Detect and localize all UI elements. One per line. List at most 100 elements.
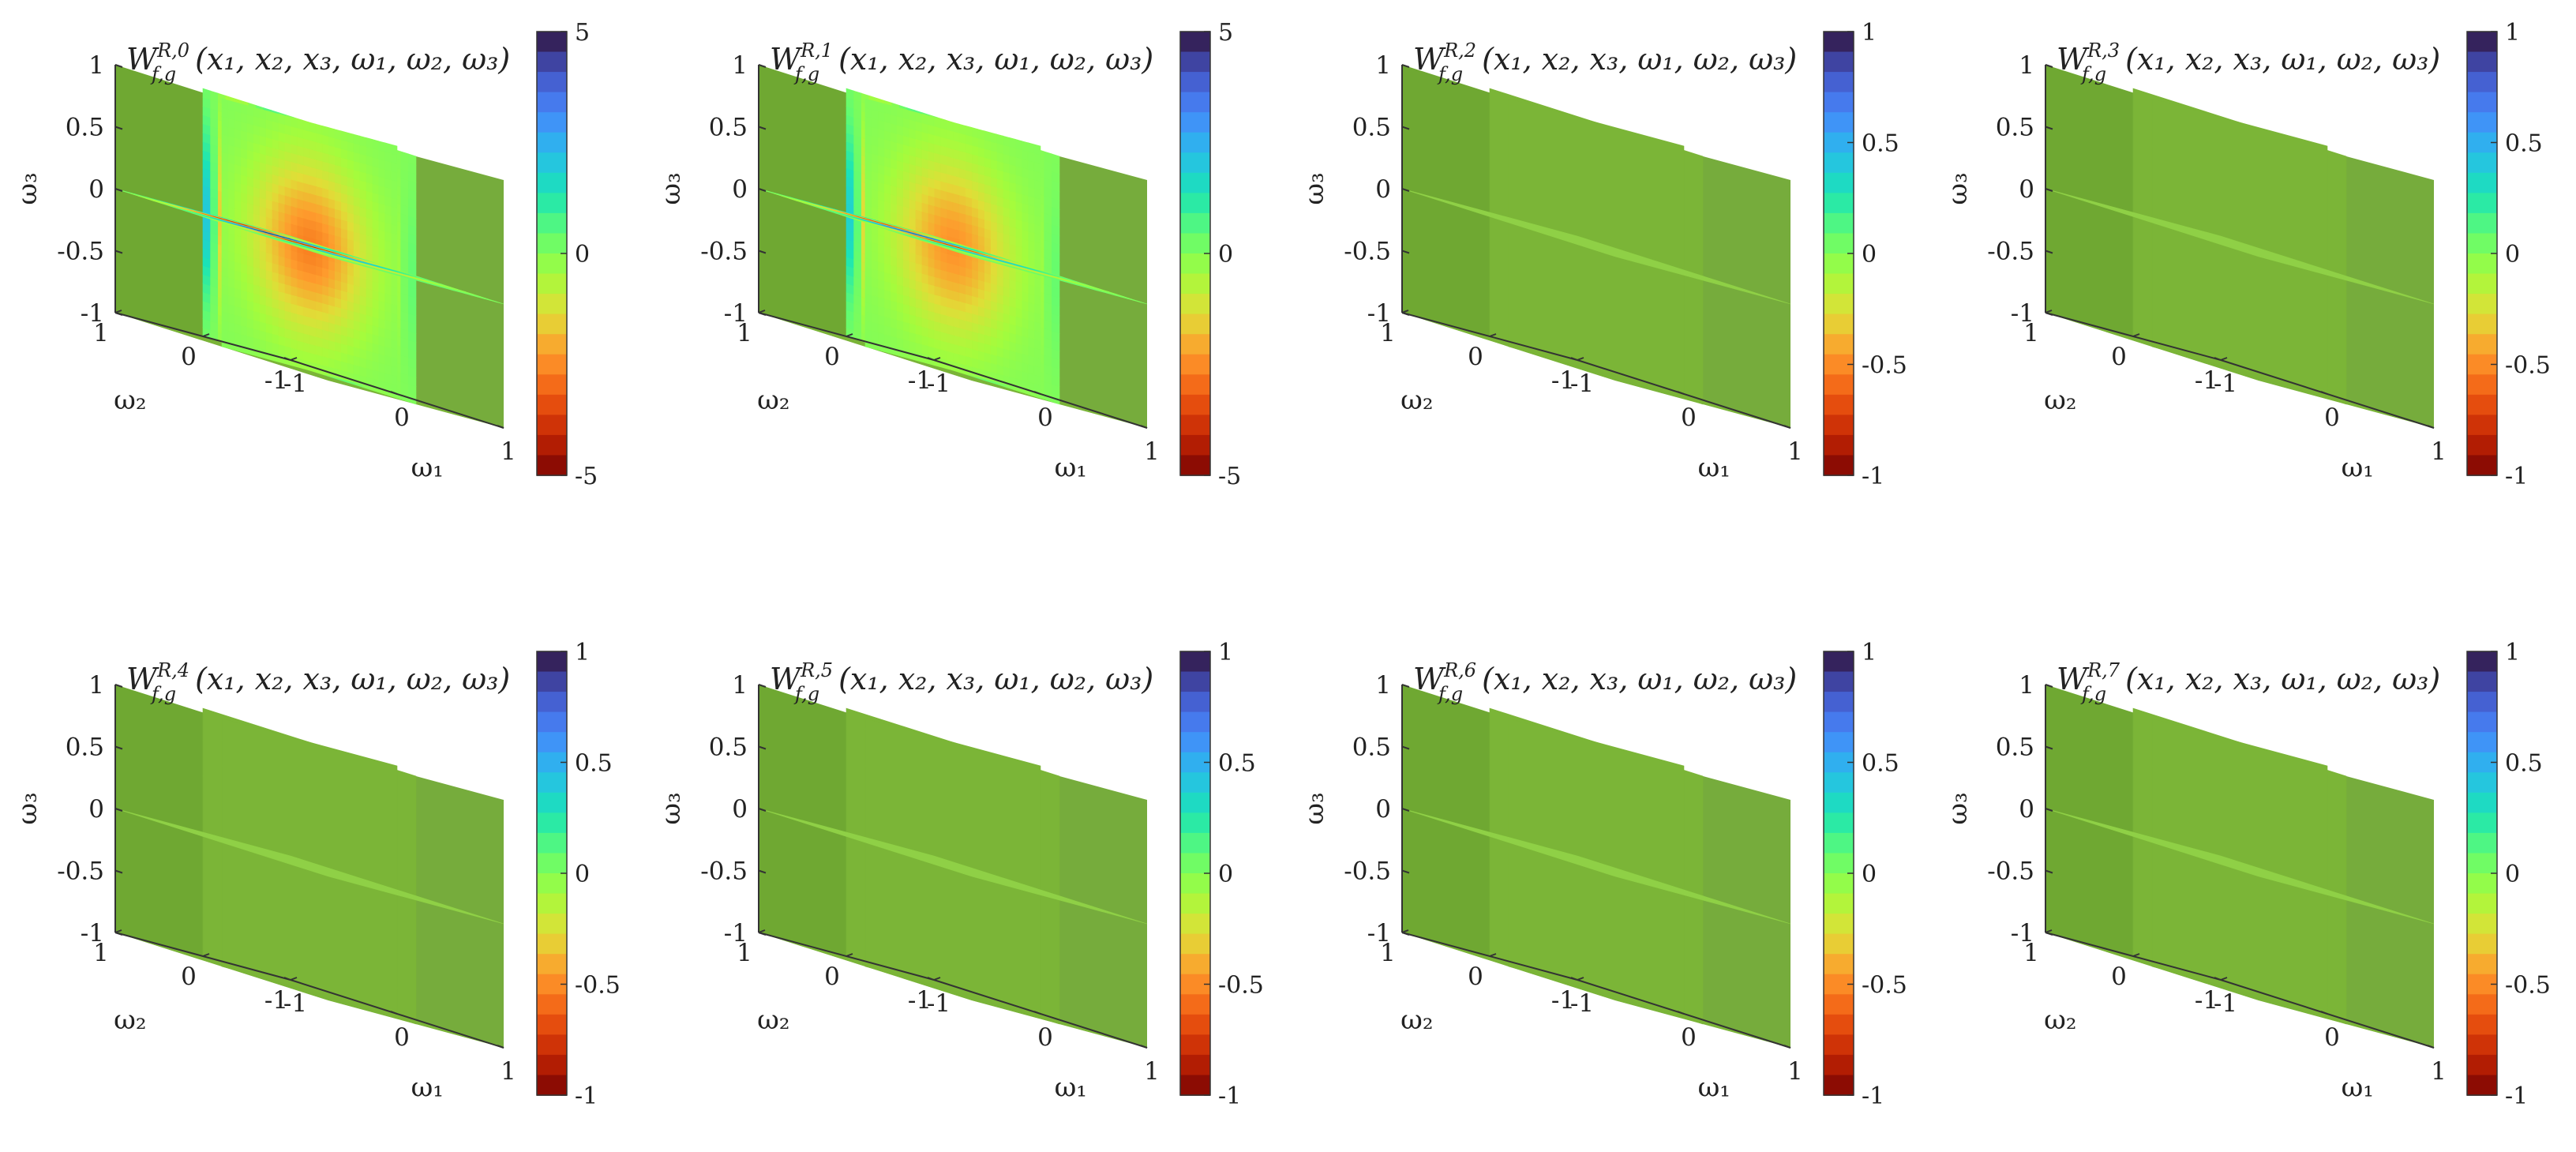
- y-tick-label: 1: [2023, 319, 2039, 347]
- colorbar-band: [537, 233, 567, 254]
- colorbar-band: [1180, 112, 1210, 133]
- colorbar-band: [1824, 152, 1854, 174]
- z-axis-label: ω₃: [1299, 172, 1330, 205]
- colorbar-band: [537, 334, 567, 355]
- slice-cell: [1003, 135, 1010, 147]
- colorbar-band: [2467, 112, 2497, 133]
- colorbar-band: [537, 72, 567, 93]
- slice-cell: [952, 122, 960, 133]
- colorbar-band: [537, 455, 567, 476]
- slice-cell: [996, 133, 1003, 145]
- colorbar-band: [1824, 72, 1854, 93]
- colorbar-band: [537, 434, 567, 456]
- slice-cell: [946, 120, 954, 132]
- colorbar-band: [1180, 455, 1210, 476]
- colorbar-band: [537, 273, 567, 295]
- y-tick-label: -1: [1551, 366, 1575, 395]
- z-tick-label: -0.5: [1987, 238, 2034, 266]
- slice-cell: [864, 98, 872, 110]
- colorbar-band: [1180, 294, 1210, 315]
- x-tick-label: 1: [501, 437, 516, 466]
- slice-cell: [915, 111, 922, 123]
- slice-cell: [278, 113, 285, 125]
- x-axis-label: ω₁: [1698, 452, 1730, 483]
- title-subscript: f,g: [150, 63, 176, 85]
- colorbar-tick-label: 0: [1862, 241, 1877, 268]
- colorbar-band: [2467, 253, 2497, 275]
- slice-cell: [965, 125, 973, 137]
- y-tick-label: 0: [181, 343, 197, 371]
- colorbar-band: [1180, 253, 1210, 275]
- z-tick-label: 0: [88, 175, 104, 204]
- slice-cell: [977, 129, 984, 141]
- x-axis-label: ω₁: [411, 452, 444, 483]
- panel-title: WR,1 f,g (x₁, x₂, x₃, ω₁, ω₂, ω₃): [770, 39, 1153, 85]
- colorbar-band: [2467, 434, 2497, 456]
- colorbar-band: [1180, 415, 1210, 436]
- y-tick-label: 0: [2111, 343, 2127, 371]
- colorbar-band: [1180, 233, 1210, 254]
- z-tick-label: -0.5: [700, 238, 748, 266]
- slice-cell: [321, 125, 329, 137]
- colorbar-band: [1824, 193, 1854, 214]
- x-tick-label: 0: [2324, 403, 2340, 432]
- colorbar-band: [2467, 193, 2497, 214]
- x-tick-label: 1: [2431, 437, 2447, 466]
- colorbar-band: [1824, 172, 1854, 194]
- colorbar-band: [537, 92, 567, 113]
- y-tick-label: -1: [2195, 366, 2218, 395]
- z-tick-label: 0: [2019, 175, 2034, 204]
- panel-title: WR,0 f,g (x₁, x₂, x₃, ω₁, ω₂, ω₃): [126, 39, 510, 85]
- y-tick-label: 0: [1468, 343, 1483, 371]
- slice-cell: [971, 127, 979, 139]
- colorbar-band: [537, 415, 567, 436]
- colorbar-band: [1180, 434, 1210, 456]
- y-tick-label: 1: [737, 319, 752, 347]
- x-axis-label: ω₁: [1055, 452, 1087, 483]
- colorbar-band: [1824, 374, 1854, 396]
- colorbar-band: [537, 294, 567, 315]
- title-subscript: f,g: [2080, 63, 2106, 85]
- colorbar-band: [2467, 273, 2497, 295]
- slice-cell: [272, 111, 279, 123]
- colorbar-band: [1824, 212, 1854, 235]
- slice-cell: [246, 105, 253, 117]
- z-tick-label: 0.5: [709, 114, 748, 142]
- colorbar-band: [537, 374, 567, 396]
- z-tick-label: 0.5: [1996, 114, 2034, 142]
- colorbar-band: [1180, 313, 1210, 335]
- colorbar-band: [2467, 294, 2497, 315]
- y-tick-label: 1: [1380, 319, 1396, 347]
- x-tick-label: 0: [1037, 403, 1053, 432]
- colorbar-band: [2467, 334, 2497, 355]
- colorbar-band: [1824, 92, 1854, 113]
- x-tick-label: 1: [1144, 437, 1160, 466]
- z-tick-label: 1: [88, 51, 104, 80]
- colorbar-tick-label: -0.5: [1862, 352, 1907, 380]
- colorbar-band: [2467, 415, 2497, 436]
- colorbar-band: [1824, 455, 1854, 476]
- colorbar-band: [1180, 152, 1210, 174]
- colorbar-band: [537, 32, 567, 53]
- colorbar-tick-label: 0: [1218, 241, 1233, 268]
- colorbar-band: [1824, 32, 1854, 53]
- colorbar-tick-label: 0.5: [1862, 130, 1899, 158]
- x-tick-label: 0: [1681, 403, 1697, 432]
- slice-cell: [958, 123, 966, 135]
- title-args: (x₁, x₂, x₃, ω₁, ω₂, ω₃): [1482, 42, 1797, 77]
- colorbar: -505: [1179, 19, 1241, 490]
- colorbar-band: [2467, 374, 2497, 396]
- colorbar-band: [1824, 394, 1854, 416]
- z-axis-label: ω₃: [1942, 172, 1974, 205]
- slice-cell: [359, 135, 366, 147]
- z-tick-label: 1: [2019, 51, 2034, 80]
- y-axis-label: ω₂: [2044, 385, 2076, 416]
- y-tick-label: -1: [264, 366, 288, 395]
- slice-cell: [353, 133, 360, 145]
- slice-cell: [227, 99, 235, 111]
- colorbar-band: [1824, 415, 1854, 436]
- colorbar-band: [1824, 294, 1854, 315]
- z-tick-label: 0.5: [1352, 114, 1391, 142]
